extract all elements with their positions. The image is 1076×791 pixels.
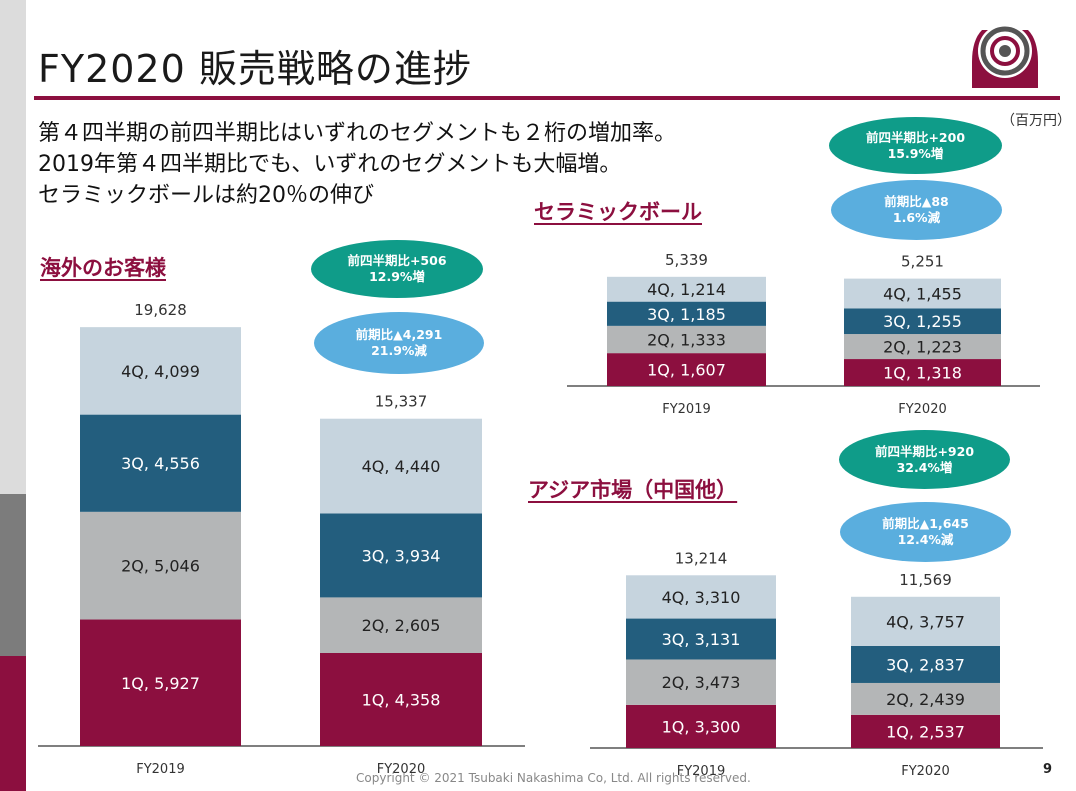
bar-segment [844,359,1001,386]
summary-text: 第４四半期の前四半期比はいずれのセグメントも２桁の増加率。 2019年第４四半期… [38,118,676,211]
bar-segment [626,659,776,705]
bar-segment [80,327,241,415]
segment-label: 1Q, 1,318 [883,364,962,383]
bubble-line2: 1.6%減 [892,210,941,225]
x-tick-label: FY2020 [898,402,947,417]
bar-segment [851,714,1000,748]
bar-segment [320,418,482,514]
bar-segment [607,353,766,386]
bar-segment [607,276,766,302]
bar-segment [626,618,776,660]
bubble-overseas-qoq: 前四半期比+506 12.9%増 [311,240,483,298]
bubble-line2: 15.9%増 [887,145,944,161]
segment-label: 4Q, 3,310 [662,588,741,607]
bar-segment [844,278,1001,309]
bubble-line1: 前四半期比+200 [865,129,966,145]
bar-segment [607,325,766,354]
bar-segment [844,334,1001,360]
unit-label: （百万円） [1001,113,1071,129]
segment-label: 3Q, 1,185 [647,305,726,324]
x-tick-label: FY2019 [136,762,185,777]
title-underline [34,96,1060,100]
bar-segment [851,645,1000,683]
bar-segment [844,308,1001,335]
segment-label: 2Q, 5,046 [121,557,200,576]
segment-label: 1Q, 5,927 [121,674,200,693]
segment-label: 4Q, 4,099 [121,362,200,381]
bubble-line2: 21.9%減 [371,343,427,358]
bar-segment [320,597,482,654]
x-tick-label: FY2019 [662,402,711,417]
bubble-line2: 12.4%減 [897,532,954,547]
total-label: 5,339 [665,251,708,269]
segment-label: 4Q, 1,214 [647,280,726,299]
x-tick-label: FY2019 [677,764,726,779]
segment-label: 2Q, 1,223 [883,338,962,357]
summary-line-3: セラミックボールは約20％の伸び [38,183,374,208]
bar-segment [80,511,241,620]
bar-segment [626,704,776,748]
bubble-line1: 前期比▲4,291 [355,327,443,342]
total-label: 11,569 [899,571,952,589]
page-title: FY2020 販売戦略の進捗 [38,47,472,91]
segment-label: 3Q, 2,837 [886,655,965,674]
bar-segment [80,414,241,512]
bubble-ceramic-qoq: 前四半期比+200 15.9%増 [829,117,1002,174]
bubble-overseas-yoy: 前期比▲4,291 21.9%減 [314,312,484,374]
bubble-line2: 32.4%増 [896,459,953,475]
segment-label: 3Q, 4,556 [121,454,200,473]
bar-segment [626,575,776,619]
segment-label: 2Q, 2,439 [886,690,965,709]
segment-label: 4Q, 1,455 [883,284,962,303]
segment-label: 3Q, 3,131 [662,630,741,649]
segment-label: 1Q, 2,537 [886,722,965,741]
copyright-text: Copyright © 2021 Tsubaki Nakashima Co, L… [356,771,751,785]
segment-label: 4Q, 4,440 [362,457,441,476]
bubble-line1: 前期比▲88 [884,194,949,209]
company-logo-icon [972,24,1038,88]
bubble-line1: 前四半期比+506 [347,253,447,268]
bubble-ceramic-yoy: 前期比▲88 1.6%減 [831,180,1002,240]
x-tick-label: FY2020 [901,764,950,779]
bar-segment [320,513,482,598]
total-label: 15,337 [375,393,428,411]
segment-label: 1Q, 1,607 [647,361,726,380]
segment-label: 3Q, 1,255 [883,312,962,331]
summary-line-1: 第４四半期の前四半期比はいずれのセグメントも２桁の増加率。 [38,121,677,146]
bar-segment [607,301,766,326]
bar-segment [851,596,1000,646]
segment-label: 1Q, 3,300 [662,717,741,736]
bubble-line2: 12.9%増 [369,269,425,284]
page-number: 9 [1043,762,1053,777]
segment-label: 2Q, 3,473 [662,673,741,692]
left-decor-gray-block [0,494,26,656]
bar-segment [851,682,1000,715]
bubble-asia-qoq: 前四半期比+920 32.4%増 [839,430,1010,489]
segment-label: 1Q, 4,358 [362,691,441,710]
segment-label: 2Q, 2,605 [362,616,441,635]
x-tick-label: FY2020 [377,762,426,777]
summary-line-2: 2019年第４四半期比でも、いずれのセグメントも大幅増。 [38,152,622,177]
left-decor-bar [0,0,26,791]
chart-title-ceramic-ball: セラミックボール [534,200,702,224]
bar-segment [80,619,241,746]
chart-title-overseas: 海外のお客様 [40,256,166,280]
bubble-asia-yoy: 前期比▲1,645 12.4%減 [840,502,1011,562]
segment-label: 3Q, 3,934 [362,546,441,565]
total-label: 5,251 [901,253,944,271]
segment-label: 4Q, 3,757 [886,612,965,631]
segment-label: 2Q, 1,333 [647,331,726,350]
chart-title-asia: アジア市場（中国他） [528,478,738,502]
bubble-line1: 前期比▲1,645 [882,516,969,531]
bar-segment [320,653,482,746]
left-decor-maroon-block [0,656,26,791]
total-label: 19,628 [134,301,187,319]
total-label: 13,214 [675,549,728,567]
bubble-line1: 前四半期比+920 [874,443,975,459]
